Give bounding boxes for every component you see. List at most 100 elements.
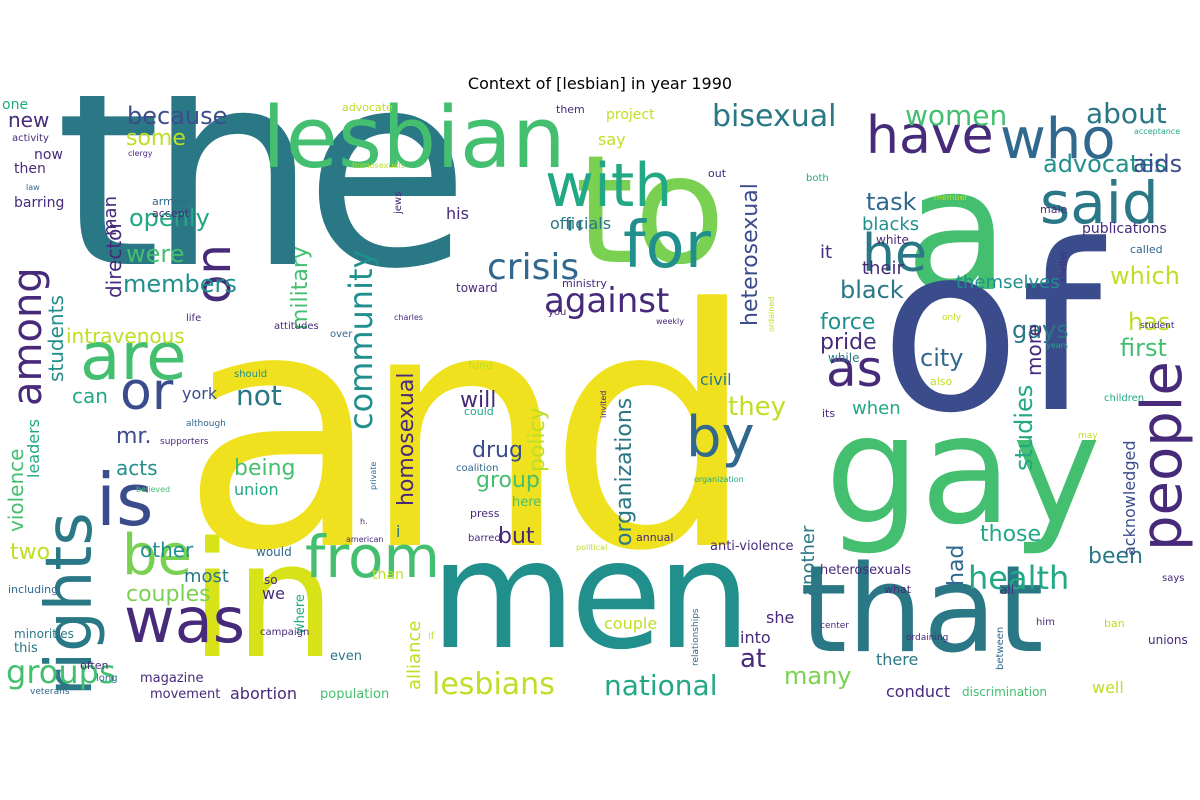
- word: another: [798, 525, 819, 596]
- word: members: [123, 270, 237, 298]
- word: have: [866, 106, 994, 166]
- word: man: [100, 196, 121, 236]
- word: organization: [694, 475, 744, 484]
- word: private: [369, 461, 378, 490]
- word: discrimination: [962, 685, 1048, 699]
- word: has: [1128, 308, 1171, 336]
- word: about: [1086, 97, 1167, 130]
- word: couples: [126, 582, 211, 607]
- word: including: [8, 583, 59, 596]
- word: military: [288, 246, 313, 330]
- word: magazine: [140, 671, 204, 686]
- word: lesbians: [432, 667, 555, 700]
- word: toward: [456, 281, 498, 295]
- word: attitudes: [274, 321, 319, 332]
- word: group: [476, 468, 540, 493]
- word: of: [880, 197, 1102, 464]
- word: will: [460, 388, 497, 413]
- word: between: [995, 626, 1006, 670]
- word: ban: [1104, 617, 1125, 630]
- word: themselves: [956, 272, 1060, 293]
- word: to: [575, 124, 726, 298]
- word: now: [34, 147, 63, 163]
- word: union: [234, 480, 279, 499]
- word: aids: [1133, 150, 1183, 178]
- word: but: [498, 524, 535, 549]
- word: barred: [468, 533, 501, 544]
- word: student: [1140, 321, 1175, 331]
- word: say: [598, 130, 626, 149]
- word: movement: [150, 687, 221, 700]
- word: shelter: [1059, 250, 1069, 282]
- word: groups: [6, 653, 116, 691]
- word: here: [512, 495, 542, 510]
- word: long: [96, 673, 118, 684]
- word: into: [740, 628, 771, 647]
- word: not: [236, 379, 282, 412]
- word: studies: [1010, 384, 1038, 471]
- word: new: [8, 108, 50, 132]
- word: '': [565, 215, 585, 256]
- word: what: [884, 583, 912, 596]
- word: even: [330, 649, 362, 664]
- word: those: [980, 522, 1042, 547]
- word: ministry: [562, 277, 607, 290]
- word: been: [1088, 544, 1143, 569]
- word: violence: [4, 448, 28, 532]
- word: force: [820, 310, 876, 335]
- chart-title: Context of [lesbian] in year 1990: [467, 74, 733, 93]
- word: veterans: [30, 687, 70, 697]
- word: population: [320, 687, 390, 700]
- word: many: [784, 662, 852, 690]
- word: they: [728, 392, 787, 422]
- word: in: [190, 507, 336, 694]
- word: policy: [525, 407, 550, 472]
- word: invited: [599, 390, 608, 418]
- word: male: [1040, 203, 1068, 216]
- word: some: [126, 126, 186, 151]
- word: publications: [1082, 221, 1167, 237]
- word: students: [44, 295, 68, 382]
- word: member: [934, 193, 968, 202]
- word: health: [968, 559, 1070, 597]
- word: should: [234, 369, 268, 380]
- word-cloud: the and to a of gay men in that lesbian …: [0, 96, 1200, 700]
- word: black: [840, 276, 904, 304]
- word: york: [182, 384, 218, 403]
- word: press: [470, 507, 500, 520]
- word: over: [330, 329, 353, 340]
- word: were: [126, 240, 185, 268]
- word: its: [822, 407, 836, 420]
- word: couple: [604, 614, 658, 633]
- word: most: [184, 566, 229, 587]
- word: coalition: [456, 463, 499, 474]
- word: than: [372, 567, 404, 583]
- word: other: [140, 538, 194, 562]
- word: accept: [152, 207, 189, 220]
- word: being: [234, 456, 296, 481]
- word: life: [186, 313, 202, 324]
- word: if: [428, 631, 435, 642]
- word: all: [1000, 583, 1015, 597]
- word: well: [1092, 678, 1124, 697]
- word: out: [708, 167, 727, 180]
- word: we: [262, 584, 285, 603]
- word: she: [766, 608, 795, 627]
- word: it: [820, 242, 833, 263]
- word: which: [1110, 262, 1180, 290]
- word: a: [905, 132, 1010, 330]
- word: organizations: [612, 397, 637, 546]
- word: who: [1000, 107, 1116, 172]
- word: two: [10, 540, 51, 565]
- word: first: [1120, 334, 1167, 362]
- word: homosexual: [394, 372, 419, 506]
- word: civil: [700, 370, 732, 389]
- word: law: [26, 183, 40, 192]
- word: more: [1022, 324, 1046, 376]
- word: while: [828, 351, 860, 365]
- word: with: [545, 151, 673, 221]
- word: can: [72, 384, 108, 408]
- word: american: [346, 535, 384, 544]
- word: by: [686, 405, 755, 470]
- word: believed: [136, 485, 171, 494]
